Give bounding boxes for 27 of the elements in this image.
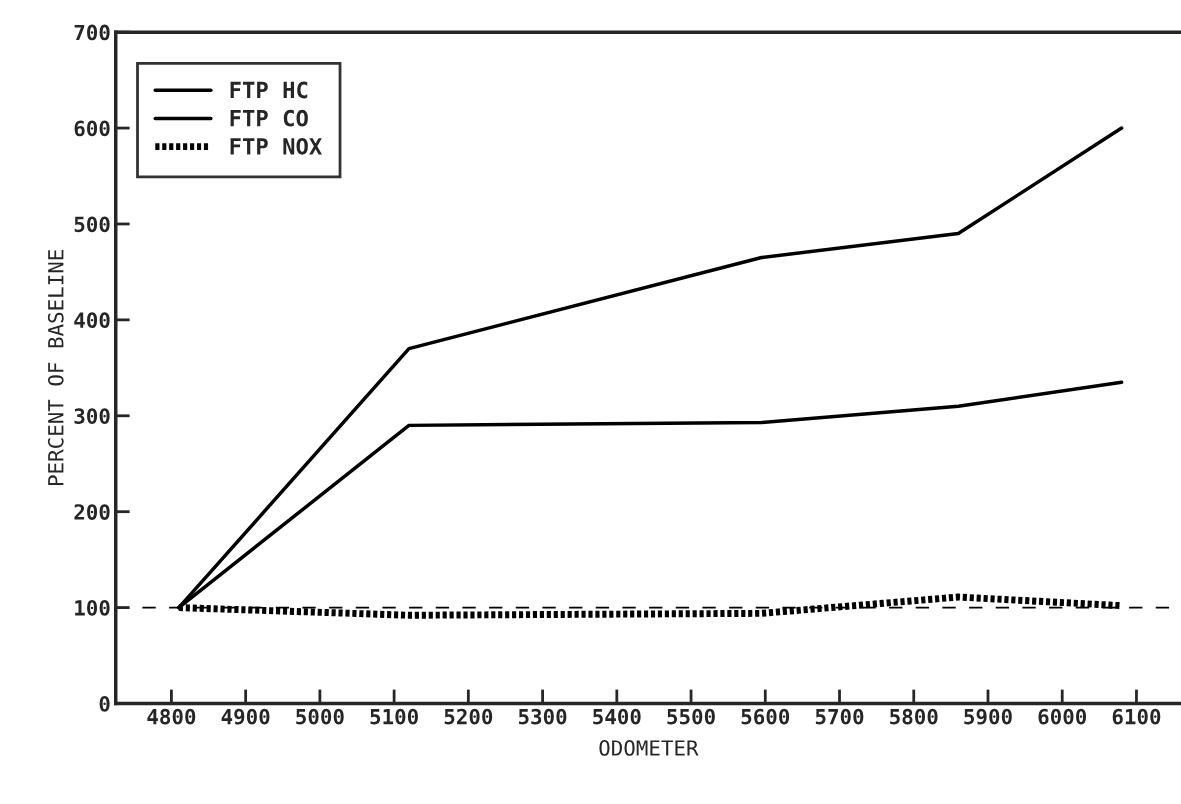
legend-label: FTP NOX <box>230 137 322 155</box>
y-tick-label: 500 <box>74 216 110 233</box>
x-tick-label: 5300 <box>518 708 567 725</box>
x-tick-label: 5000 <box>296 708 344 725</box>
x-tick-label: 5500 <box>667 708 715 725</box>
x-tick-label: 4900 <box>221 708 270 725</box>
x-axis-title: ODOMETER <box>599 740 699 756</box>
x-tick-label: 5200 <box>444 708 493 725</box>
y-tick-label: 600 <box>74 120 110 137</box>
y-tick-label: 400 <box>74 312 110 329</box>
x-tick-label: 4800 <box>147 708 196 725</box>
x-tick-label: 5600 <box>741 708 790 725</box>
y-axis-title: PERCENT OF BASELINE <box>47 250 64 485</box>
y-tick-label: 300 <box>74 408 110 424</box>
legend-label: FTP HC <box>230 81 308 99</box>
y-tick-label: 100 <box>75 600 110 616</box>
x-tick-label: 5700 <box>815 708 864 725</box>
x-tick-label: 5900 <box>964 708 1012 725</box>
y-tick-label: 700 <box>74 24 110 41</box>
y-tick-label: 0 <box>99 695 110 712</box>
x-tick-label: 6100 <box>1112 708 1161 725</box>
x-tick-label: 5100 <box>370 708 418 725</box>
y-tick-label: 200 <box>74 504 110 520</box>
legend-label: FTP CO <box>230 109 308 127</box>
x-tick-label: 6000 <box>1038 708 1087 725</box>
x-tick-label: 5800 <box>890 708 938 725</box>
x-tick-label: 5400 <box>593 708 641 725</box>
